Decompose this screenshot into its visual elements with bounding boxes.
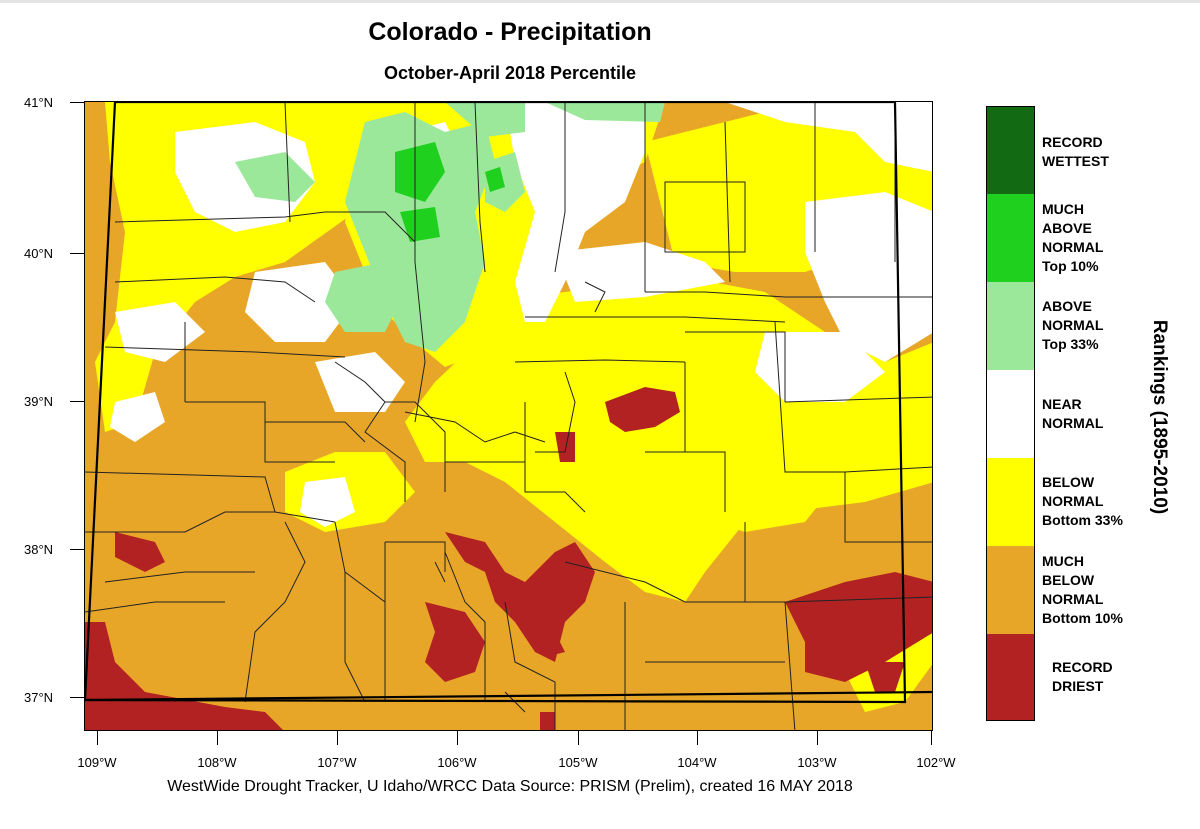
- legend-label-much-below: MUCH BELOW NORMAL Bottom 10%: [1042, 553, 1123, 626]
- legend-title: Rankings (1895-2010): [1149, 319, 1170, 515]
- lon-tick-105: [578, 731, 580, 745]
- state-boundary: [85, 102, 907, 704]
- lon-tick-107: [337, 731, 339, 745]
- legend-swatch-above: [987, 282, 1034, 370]
- legend-label-below: BELOW NORMAL Bottom 33%: [1042, 474, 1123, 528]
- lat-label-37: 37°N: [24, 690, 54, 705]
- lon-tick-102: [931, 731, 933, 745]
- map-canvas: [85, 102, 932, 730]
- lat-label-38: 38°N: [24, 542, 54, 557]
- much-above-normal-regions: [395, 142, 505, 242]
- state-boundary-west: [85, 102, 117, 701]
- map-title: Colorado - Precipitation: [368, 18, 652, 46]
- top-border-line: [0, 0, 1200, 3]
- precipitation-map: [84, 101, 933, 731]
- lat-label-39: 39°N: [24, 394, 54, 409]
- lon-label-103: 103°W: [797, 755, 837, 770]
- state-boundary-south: [85, 690, 932, 702]
- legend-label-record-wettest: RECORD WETTEST: [1042, 134, 1109, 169]
- legend-colorbar: [986, 106, 1035, 721]
- map-subtitle: October-April 2018 Percentile: [383, 63, 637, 83]
- legend-label-record-driest: RECORD DRIEST: [1052, 659, 1113, 694]
- lon-label-104: 104°W: [677, 755, 717, 770]
- lat-tick-41: [70, 102, 84, 104]
- lon-label-109: 109°W: [77, 755, 117, 770]
- lat-tick-39: [70, 401, 84, 403]
- record-driest-regions: [85, 387, 932, 730]
- legend-swatch-much-below: [987, 546, 1034, 634]
- lon-tick-109: [97, 731, 99, 745]
- legend-swatch-below: [987, 458, 1034, 546]
- legend-swatch-record-driest: [987, 634, 1034, 720]
- lat-tick-37: [70, 697, 84, 699]
- legend-label-much-above: MUCH ABOVE NORMAL Top 10%: [1042, 201, 1104, 274]
- legend-label-near: NEAR NORMAL: [1042, 396, 1104, 431]
- legend-label-above: ABOVE NORMAL Top 33%: [1042, 298, 1104, 352]
- legend-swatch-record-wettest: [987, 107, 1034, 194]
- lon-tick-103: [817, 731, 819, 745]
- data-credit: WestWide Drought Tracker, U Idaho/WRCC D…: [167, 778, 853, 795]
- lon-label-108: 108°W: [197, 755, 237, 770]
- lat-label-40: 40°N: [24, 246, 54, 261]
- lon-tick-104: [697, 731, 699, 745]
- lat-tick-40: [70, 253, 84, 255]
- lon-label-105: 105°W: [558, 755, 598, 770]
- lat-label-41: 41°N: [24, 95, 54, 110]
- lat-tick-38: [70, 549, 84, 551]
- lon-tick-108: [217, 731, 219, 745]
- legend-swatch-much-above: [987, 194, 1034, 282]
- lon-label-107: 107°W: [317, 755, 357, 770]
- lon-label-106: 106°W: [437, 755, 477, 770]
- lon-label-102: 102°W: [916, 755, 956, 770]
- lon-tick-106: [457, 731, 459, 745]
- legend-swatch-near: [987, 370, 1034, 458]
